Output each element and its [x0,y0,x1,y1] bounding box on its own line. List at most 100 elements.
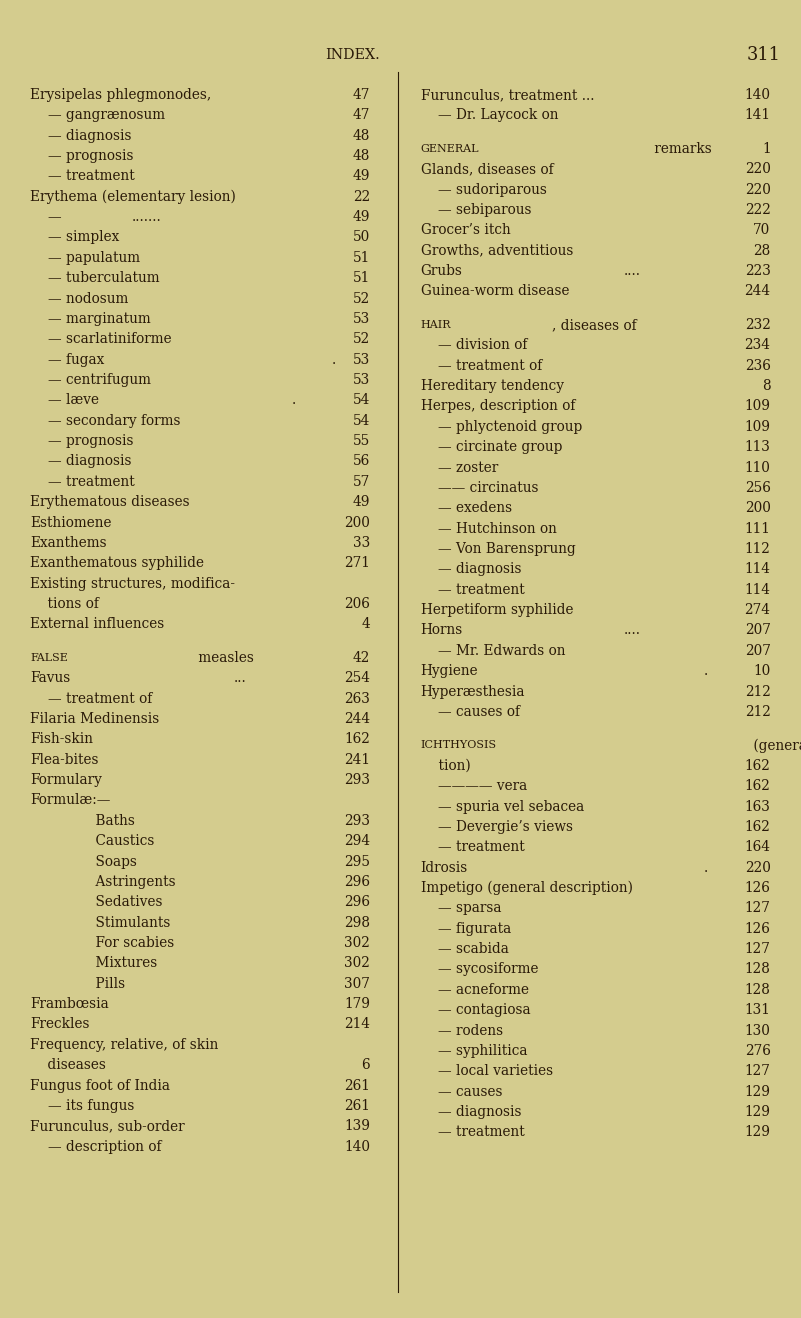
Text: — diagnosis: — diagnosis [48,129,131,142]
Text: — phlyctenoid group: — phlyctenoid group [438,420,582,434]
Text: 236: 236 [745,358,771,373]
Text: — Mr. Edwards on: — Mr. Edwards on [438,643,566,658]
Text: 140: 140 [344,1140,370,1153]
Text: 220: 220 [745,861,771,875]
Text: 48: 48 [352,149,370,163]
Text: 244: 244 [744,285,771,298]
Text: tions of: tions of [30,597,99,612]
Text: 179: 179 [344,998,370,1011]
Text: 127: 127 [745,942,771,956]
Text: — nodosum: — nodosum [48,291,128,306]
Text: — simplex: — simplex [48,231,119,244]
Text: For scabies: For scabies [78,936,175,950]
Text: — circinate group: — circinate group [438,440,562,455]
Text: — treatment: — treatment [438,1126,525,1139]
Text: Hyperæsthesia: Hyperæsthesia [421,684,525,699]
Text: 298: 298 [344,916,370,929]
Text: — exedens: — exedens [438,501,513,515]
Text: 114: 114 [745,583,771,597]
Text: 164: 164 [745,841,771,854]
Text: Astringents: Astringents [78,875,176,888]
Text: 50: 50 [352,231,370,244]
Text: 49: 49 [352,496,370,509]
Text: 52: 52 [352,291,370,306]
Text: — rodens: — rodens [438,1024,503,1037]
Text: 10: 10 [753,664,771,679]
Text: Existing structures, modifica-: Existing structures, modifica- [30,576,235,590]
Text: 28: 28 [753,244,771,258]
Text: Frambœsia: Frambœsia [30,998,109,1011]
Text: Guinea-worm disease: Guinea-worm disease [421,285,569,298]
Text: 113: 113 [745,440,771,455]
Text: 212: 212 [745,684,771,699]
Text: 256: 256 [745,481,771,494]
Text: 129: 129 [745,1126,771,1139]
Text: 53: 53 [352,312,370,326]
Text: — treatment of: — treatment of [48,692,152,705]
Text: Hereditary tendency: Hereditary tendency [421,380,564,393]
Text: 127: 127 [745,1065,771,1078]
Text: (general descrip-: (general descrip- [749,738,801,753]
Text: 42: 42 [352,651,370,666]
Text: ...: ... [234,671,247,685]
Text: — causes: — causes [438,1085,503,1099]
Text: 139: 139 [344,1119,370,1133]
Text: tion): tion) [421,759,470,772]
Text: — prognosis: — prognosis [48,149,134,163]
Text: — zoster: — zoster [438,460,498,474]
Text: 311: 311 [747,46,781,65]
Text: — diagnosis: — diagnosis [438,563,521,576]
Text: — centrifugum: — centrifugum [48,373,151,387]
Text: 302: 302 [344,957,370,970]
Text: 274: 274 [745,604,771,617]
Text: 263: 263 [344,692,370,705]
Text: 53: 53 [352,373,370,387]
Text: 56: 56 [352,455,370,468]
Text: — sparsa: — sparsa [438,902,501,916]
Text: 128: 128 [745,983,771,996]
Text: 8: 8 [762,380,771,393]
Text: 33: 33 [352,536,370,550]
Text: 47: 47 [352,108,370,123]
Text: — papulatum: — papulatum [48,250,140,265]
Text: — diagnosis: — diagnosis [48,455,131,468]
Text: 294: 294 [344,834,370,849]
Text: Erythema (elementary lesion): Erythema (elementary lesion) [30,190,236,204]
Text: Soaps: Soaps [78,854,138,869]
Text: — Hutchinson on: — Hutchinson on [438,522,557,535]
Text: 130: 130 [745,1024,771,1037]
Text: 112: 112 [745,542,771,556]
Text: — treatment: — treatment [48,474,135,489]
Text: — sudoriparous: — sudoriparous [438,183,547,196]
Text: 126: 126 [745,921,771,936]
Text: Grubs: Grubs [421,264,462,278]
Text: ....: .... [624,264,641,278]
Text: 127: 127 [745,902,771,916]
Text: remarks: remarks [650,142,712,156]
Text: .: . [704,861,708,875]
Text: 261: 261 [344,1099,370,1112]
Text: 212: 212 [745,705,771,718]
Text: measles: measles [195,651,255,666]
Text: 111: 111 [745,522,771,535]
Text: 49: 49 [352,210,370,224]
Text: — sycosiforme: — sycosiforme [438,962,538,977]
Text: 232: 232 [745,318,771,332]
Text: Frequency, relative, of skin: Frequency, relative, of skin [30,1037,219,1052]
Text: 206: 206 [344,597,370,612]
Text: Formulary: Formulary [30,774,103,787]
Text: 126: 126 [745,880,771,895]
Text: — Dr. Laycock on: — Dr. Laycock on [438,108,558,123]
Text: Horns: Horns [421,623,463,638]
Text: 302: 302 [344,936,370,950]
Text: External influences: External influences [30,617,165,631]
Text: 254: 254 [344,671,370,685]
Text: 296: 296 [344,895,370,909]
Text: 114: 114 [745,563,771,576]
Text: 22: 22 [352,190,370,204]
Text: —: — [48,210,66,224]
Text: — treatment: — treatment [48,169,135,183]
Text: 162: 162 [745,779,771,793]
Text: — treatment of: — treatment of [438,358,542,373]
Text: 293: 293 [344,774,370,787]
